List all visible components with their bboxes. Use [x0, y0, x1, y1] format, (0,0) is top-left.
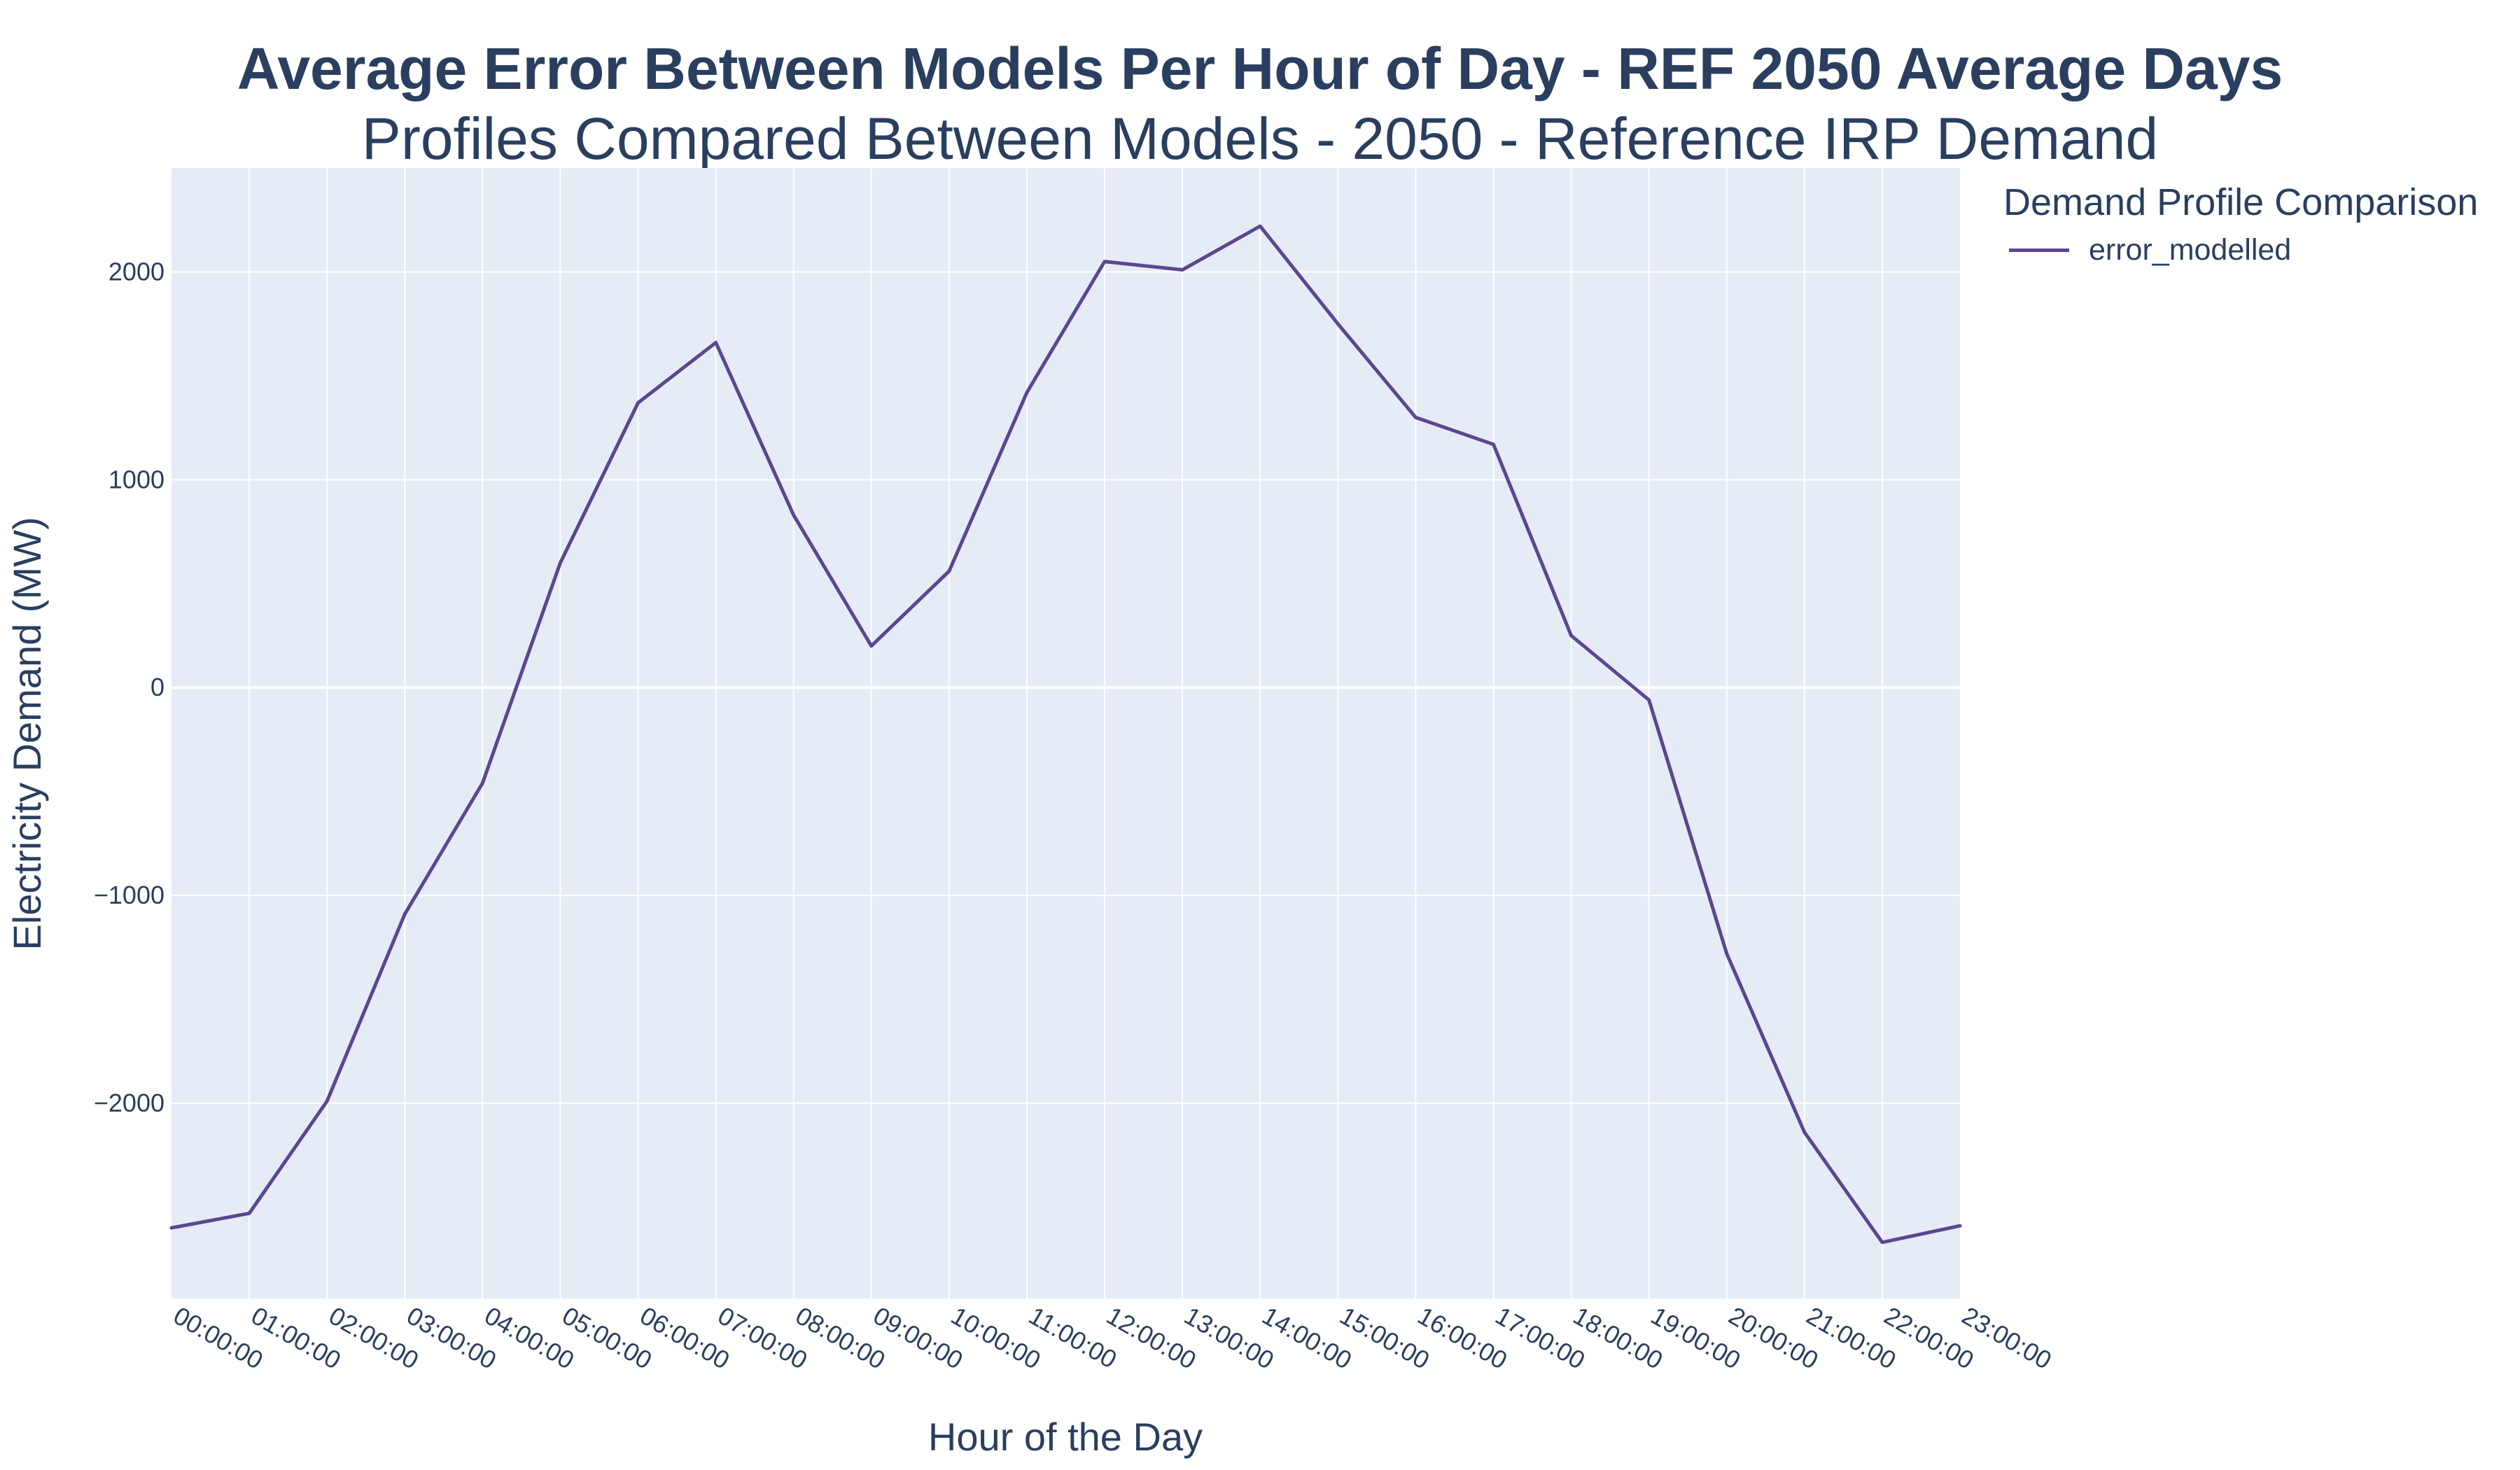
data-point[interactable] — [1721, 947, 1733, 960]
x-tick-label: 02:00:00 — [324, 1301, 424, 1375]
x-tick-label: 04:00:00 — [479, 1301, 579, 1375]
x-tick-label: 15:00:00 — [1335, 1301, 1434, 1375]
y-gridlines — [172, 271, 1960, 1104]
x-tick-label: 10:00:00 — [946, 1301, 1046, 1375]
data-point[interactable] — [1254, 220, 1266, 232]
x-tick-label: 05:00:00 — [557, 1301, 657, 1375]
x-tick-label: 20:00:00 — [1724, 1301, 1823, 1375]
legend-item-error-modelled[interactable]: error_modelled — [2009, 229, 2291, 271]
data-point[interactable] — [1098, 255, 1111, 268]
x-tick-label: 03:00:00 — [402, 1301, 501, 1375]
legend-line-swatch — [2009, 248, 2069, 252]
chart-subtitle: Profiles Compared Between Models - 2050 … — [361, 106, 2159, 172]
y-tick-label: 0 — [150, 673, 164, 701]
x-tick-label: 16:00:00 — [1413, 1301, 1512, 1375]
x-tick-label: 11:00:00 — [1024, 1301, 1122, 1373]
y-tick-label: 1000 — [108, 465, 164, 493]
data-point[interactable] — [865, 640, 878, 652]
data-point[interactable] — [1798, 1126, 1811, 1139]
x-tick-label: 12:00:00 — [1102, 1301, 1201, 1375]
legend-label: error_modelled — [2089, 232, 2292, 267]
x-tick-labels: 00:00:0001:00:0002:00:0003:00:0004:00:00… — [169, 1301, 2057, 1375]
chart-title: Average Error Between Models Per Hour of… — [237, 36, 2283, 102]
x-axis-title: Hour of the Day — [928, 1415, 1203, 1459]
data-point[interactable] — [943, 565, 955, 578]
y-tick-label: −2000 — [94, 1088, 164, 1117]
plot-area — [172, 168, 1960, 1298]
x-tick-label: 13:00:00 — [1180, 1301, 1279, 1375]
data-point[interactable] — [1487, 438, 1499, 451]
x-gridlines — [248, 168, 1883, 1298]
y-tick-label: 2000 — [108, 257, 164, 286]
series-line-error_modelled[interactable] — [169, 224, 1962, 1245]
data-point[interactable] — [243, 1207, 255, 1219]
x-tick-label: 00:00:00 — [169, 1301, 268, 1375]
data-point[interactable] — [1331, 318, 1344, 330]
data-point[interactable] — [710, 336, 722, 349]
data-point[interactable] — [476, 777, 489, 790]
x-tick-label: 06:00:00 — [636, 1301, 735, 1375]
x-tick-label: 08:00:00 — [791, 1301, 890, 1375]
data-point[interactable] — [1409, 411, 1422, 424]
data-point[interactable] — [398, 908, 411, 920]
x-tick-label: 01:00:00 — [246, 1301, 346, 1375]
y-tick-label: −1000 — [94, 881, 164, 909]
x-tick-label: 17:00:00 — [1490, 1301, 1590, 1375]
x-tick-label: 19:00:00 — [1646, 1301, 1746, 1375]
x-tick-label: 14:00:00 — [1257, 1301, 1357, 1375]
y-tick-labels: −2000 −1000 0 1000 2000 — [94, 257, 164, 1117]
series-layer — [165, 220, 1966, 1249]
x-tick-label: 23:00:00 — [1957, 1301, 2057, 1375]
data-point[interactable] — [321, 1095, 333, 1107]
data-point[interactable] — [1643, 694, 1656, 706]
x-tick-label: 21:00:00 — [1802, 1301, 1901, 1375]
data-point[interactable] — [1021, 386, 1033, 399]
data-point[interactable] — [1565, 629, 1578, 642]
data-point[interactable] — [165, 1222, 178, 1234]
legend-title: Demand Profile Comparison — [2003, 181, 2479, 223]
x-tick-label: 18:00:00 — [1569, 1301, 1668, 1375]
x-tick-label: 07:00:00 — [713, 1301, 813, 1375]
data-point[interactable] — [554, 556, 566, 569]
x-tick-label: 09:00:00 — [869, 1301, 968, 1375]
data-point[interactable] — [1876, 1236, 1889, 1249]
data-point[interactable] — [788, 509, 800, 522]
y-axis-title: Electricity Demand (MW) — [5, 517, 49, 950]
data-point[interactable] — [1176, 263, 1189, 276]
data-point[interactable] — [1954, 1219, 1966, 1232]
x-tick-label: 22:00:00 — [1879, 1301, 1979, 1375]
data-point[interactable] — [632, 396, 645, 409]
